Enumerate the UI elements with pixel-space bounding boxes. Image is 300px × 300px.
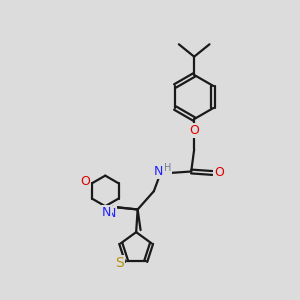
Text: O: O bbox=[189, 124, 199, 137]
Text: N: N bbox=[102, 206, 111, 219]
Text: N: N bbox=[106, 206, 116, 220]
Text: S: S bbox=[115, 256, 124, 270]
Text: H: H bbox=[164, 163, 171, 173]
Text: O: O bbox=[81, 175, 90, 188]
Text: O: O bbox=[214, 167, 224, 179]
Text: N: N bbox=[154, 165, 164, 178]
